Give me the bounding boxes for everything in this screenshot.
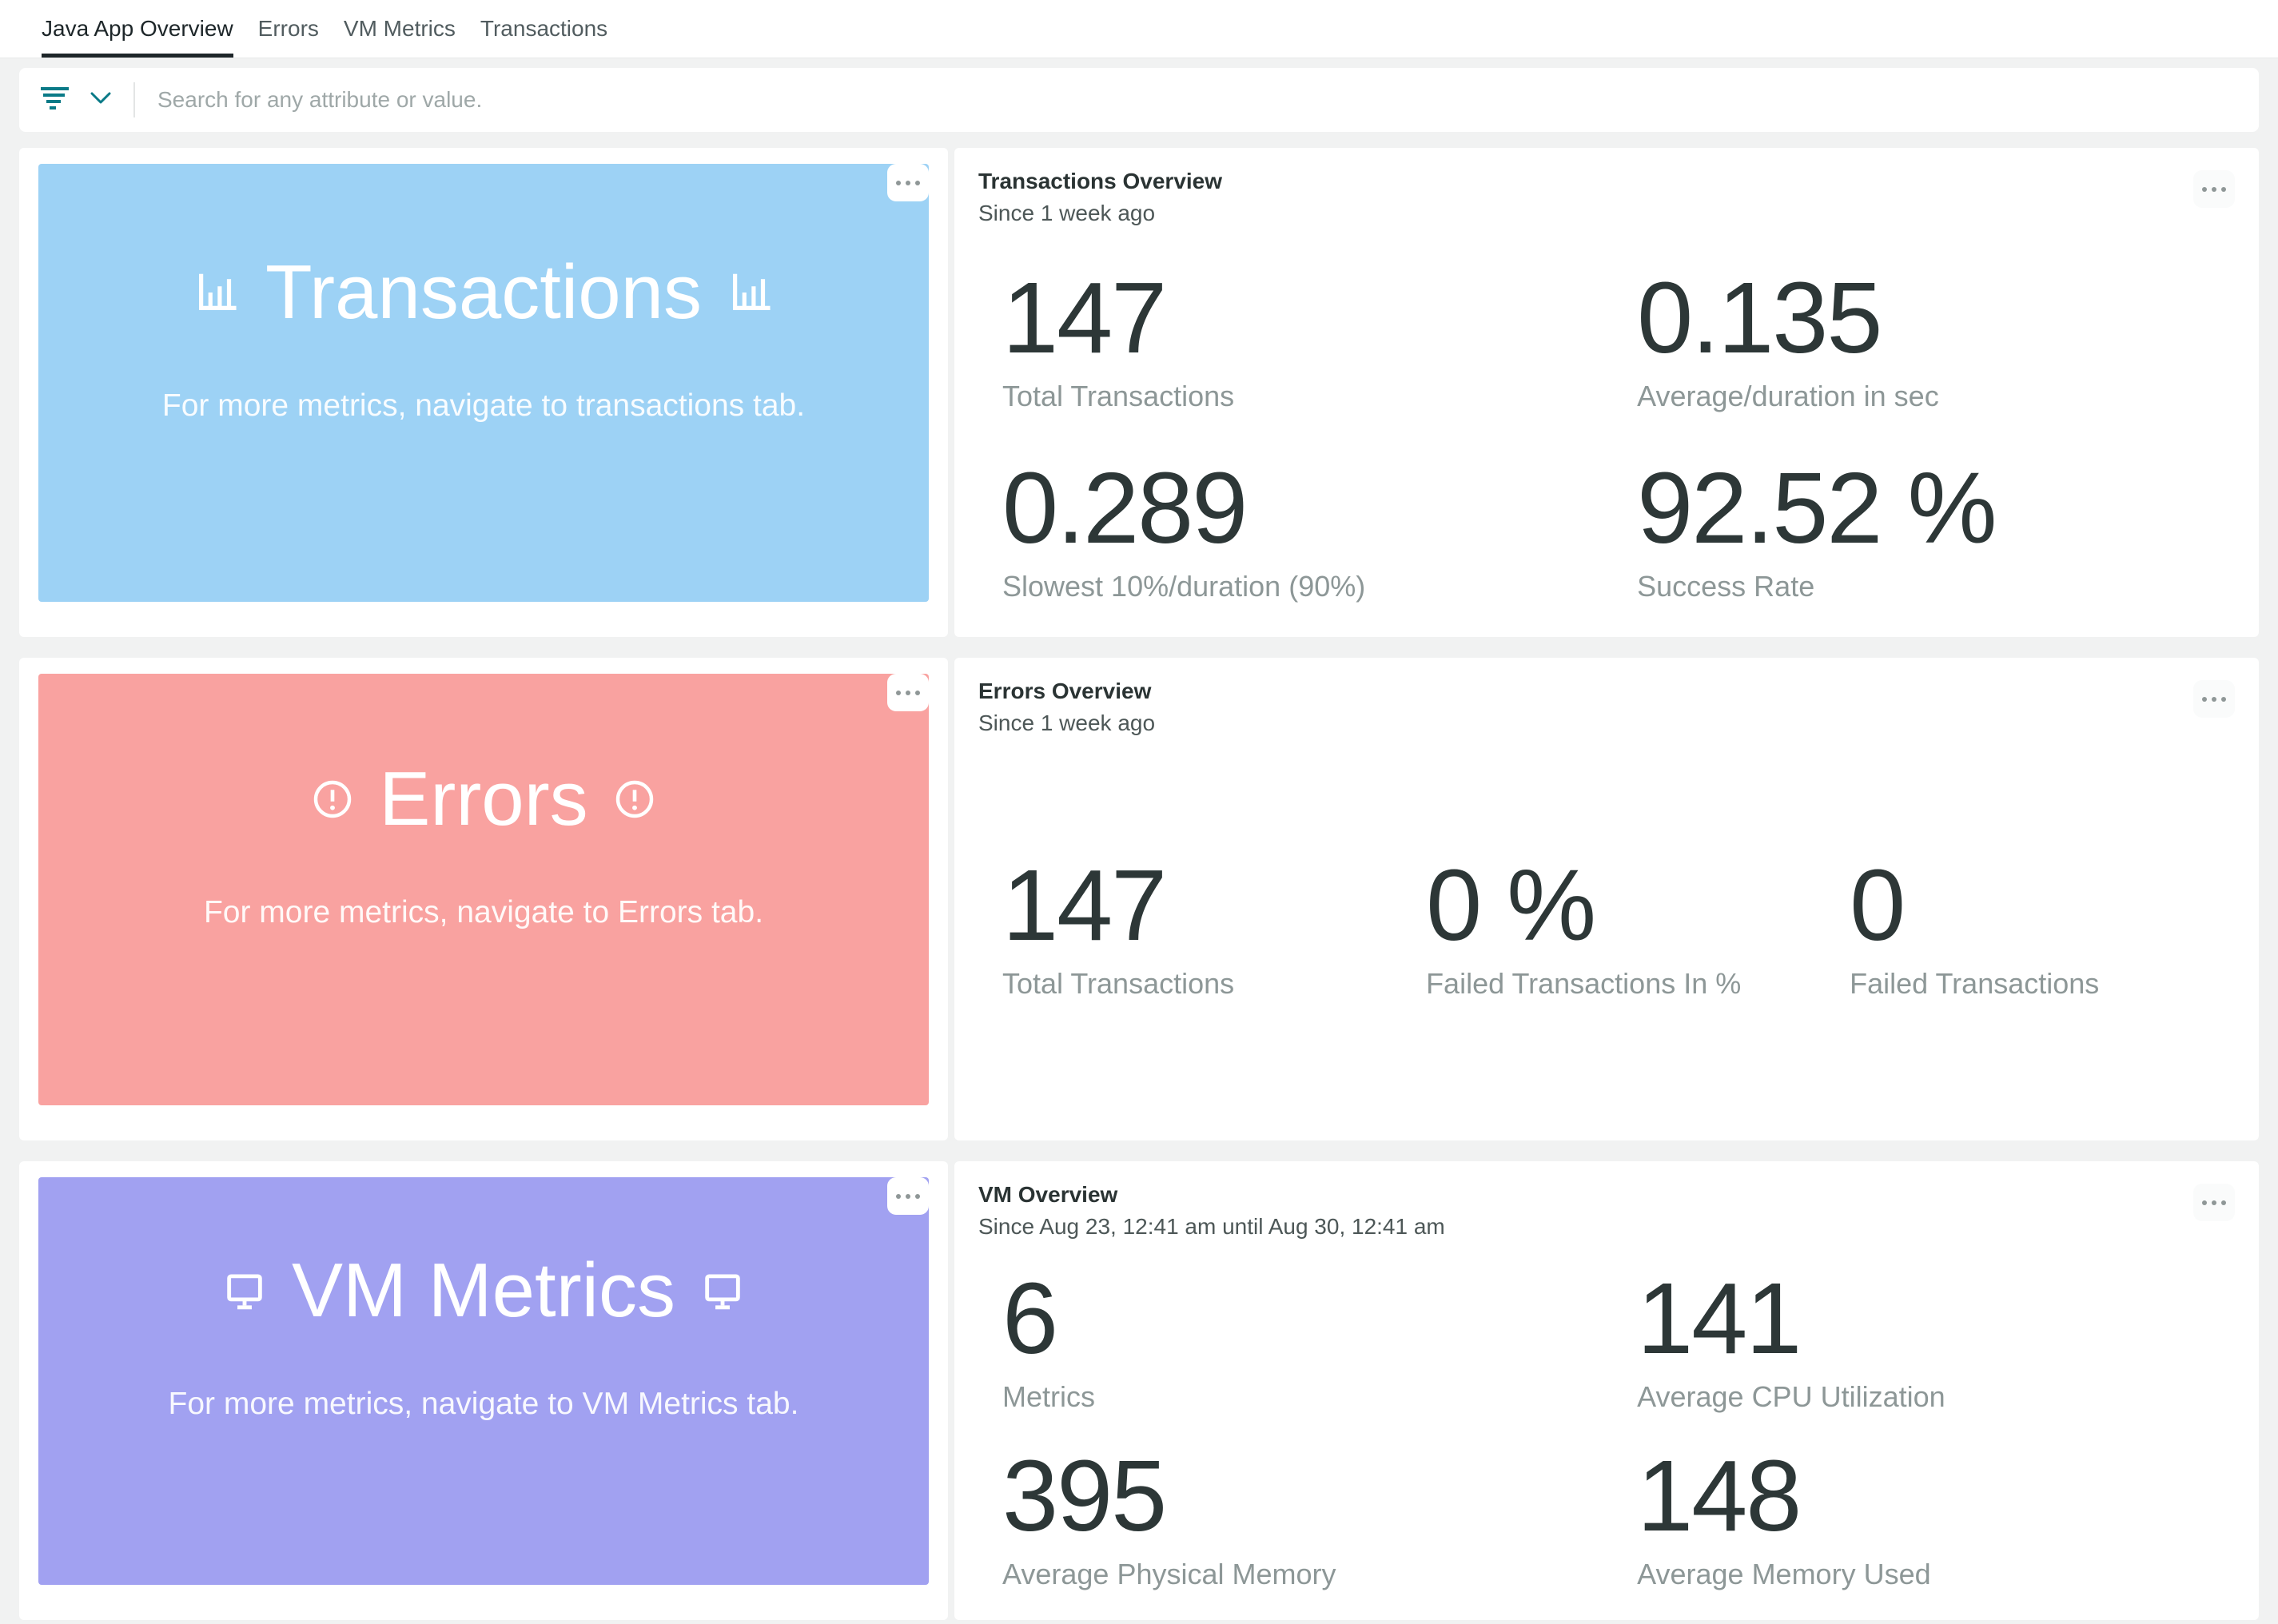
row-errors: Errors For more metrics, navigate to Err…	[19, 658, 2259, 1140]
errors-banner-card: Errors For more metrics, navigate to Err…	[19, 658, 948, 1140]
bar-chart-icon	[192, 268, 241, 317]
search-input[interactable]: Search for any attribute or value.	[157, 87, 483, 112]
row-transactions: Transactions For more metrics, navigate …	[19, 148, 2259, 637]
chevron-down-icon[interactable]	[90, 92, 111, 109]
more-menu-button[interactable]	[2193, 170, 2235, 208]
errors-banner: Errors For more metrics, navigate to Err…	[38, 674, 929, 1105]
banner-subtitle: For more metrics, navigate to VM Metrics…	[168, 1387, 799, 1421]
transactions-banner-card: Transactions For more metrics, navigate …	[19, 148, 948, 637]
errors-overview-card: Errors Overview Since 1 week ago 147 Tot…	[954, 658, 2259, 1140]
card-subtitle: Since 1 week ago	[978, 201, 1156, 225]
transactions-overview-card: Transactions Overview Since 1 week ago 1…	[954, 148, 2259, 637]
tab-transactions[interactable]: Transactions	[480, 16, 608, 41]
vm-banner: VM Metrics For more metrics, navigate to…	[38, 1177, 929, 1585]
monitor-icon	[221, 1268, 268, 1314]
tab-errors[interactable]: Errors	[257, 16, 319, 41]
metric-slowest-duration: 0.289 Slowest 10%/duration (90%)	[1002, 452, 1366, 603]
tab-vm-metrics[interactable]: VM Metrics	[343, 16, 456, 41]
more-menu-button[interactable]	[2193, 1184, 2235, 1221]
banner-title: Transactions	[265, 249, 702, 335]
monitor-icon	[699, 1268, 746, 1314]
vm-overview-card: VM Overview Since Aug 23, 12:41 am until…	[954, 1161, 2259, 1620]
dashboard-grid: Transactions For more metrics, navigate …	[19, 148, 2259, 1620]
banner-title: VM Metrics	[292, 1248, 675, 1333]
metric-avg-memory-used: 148 Average Memory Used	[1637, 1439, 1931, 1591]
more-menu-button[interactable]	[2193, 680, 2235, 718]
banner-subtitle: For more metrics, navigate to transactio…	[161, 388, 806, 423]
more-menu-button[interactable]	[887, 674, 929, 711]
search-bar[interactable]: Search for any attribute or value.	[19, 68, 2259, 132]
tab-bar: Java App Overview Errors VM Metrics Tran…	[0, 0, 2278, 58]
vm-banner-card: VM Metrics For more metrics, navigate to…	[19, 1161, 948, 1620]
card-title: VM Overview	[978, 1182, 1118, 1207]
metric-total-transactions: 147 Total Transactions	[1002, 261, 1235, 413]
card-subtitle: Since Aug 23, 12:41 am until Aug 30, 12:…	[978, 1214, 1445, 1239]
metric-total-transactions: 147 Total Transactions	[1002, 849, 1235, 1001]
card-title: Errors Overview	[978, 679, 1152, 703]
card-title: Transactions Overview	[978, 169, 1223, 193]
metric-avg-physical-memory: 395 Average Physical Memory	[1002, 1439, 1336, 1591]
metric-avg-cpu: 141 Average CPU Utilization	[1637, 1262, 1945, 1414]
tab-java-app-overview[interactable]: Java App Overview	[42, 0, 233, 58]
metric-success-rate: 92.52 % Success Rate	[1637, 452, 1997, 603]
metric-failed-transactions: 0 Failed Transactions	[1850, 849, 2100, 1001]
banner-title: Errors	[379, 756, 588, 842]
metric-metrics-count: 6 Metrics	[1002, 1262, 1095, 1414]
row-vm-metrics: VM Metrics For more metrics, navigate to…	[19, 1161, 2259, 1620]
more-menu-button[interactable]	[887, 164, 929, 201]
more-menu-button[interactable]	[887, 1177, 929, 1215]
alert-circle-icon	[612, 777, 657, 822]
card-subtitle: Since 1 week ago	[978, 710, 1156, 735]
banner-subtitle: For more metrics, navigate to Errors tab…	[203, 895, 764, 929]
search-divider	[133, 82, 135, 117]
bar-chart-icon	[726, 268, 775, 317]
metric-failed-transactions-pct: 0 % Failed Transactions In %	[1426, 849, 1742, 1001]
transactions-banner: Transactions For more metrics, navigate …	[38, 164, 929, 602]
alert-circle-icon	[310, 777, 355, 822]
metric-average-duration: 0.135 Average/duration in sec	[1637, 261, 1939, 413]
filter-icon[interactable]	[40, 86, 70, 115]
